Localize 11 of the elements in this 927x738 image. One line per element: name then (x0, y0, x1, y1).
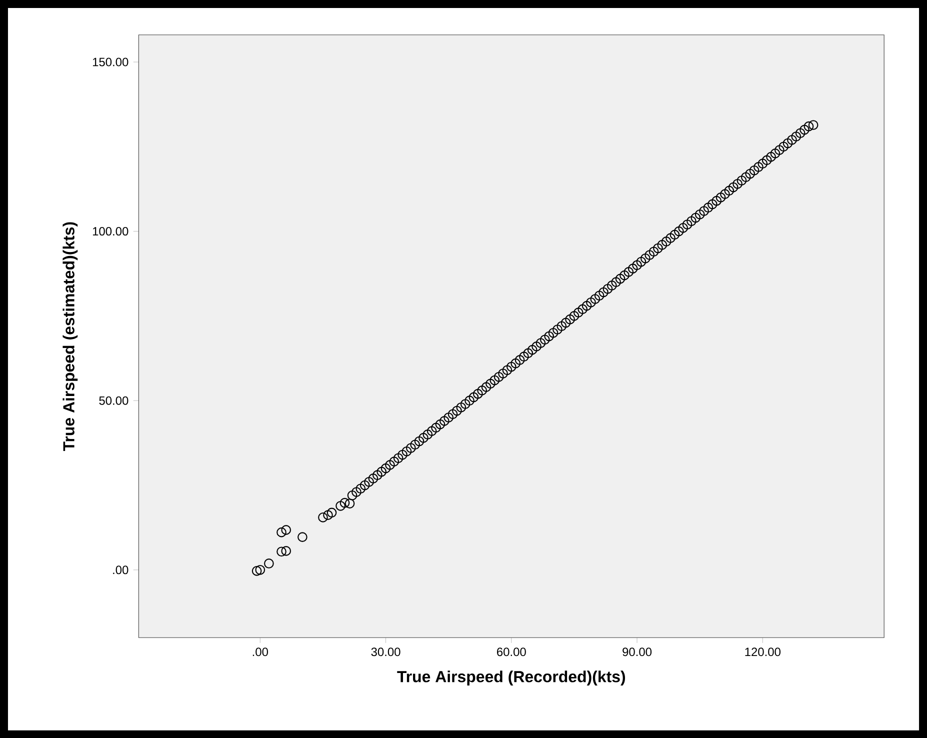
x-tick-label: 60.00 (497, 647, 526, 656)
y-tick-label: .00 (113, 565, 128, 574)
y-tick-label: 150.00 (92, 58, 128, 66)
x-tick-label: 30.00 (371, 647, 400, 656)
y-tick-label: 100.00 (92, 226, 128, 236)
x-axis-title: True Airspeed (Recorded)(kts) (397, 670, 626, 686)
x-tick-label: .00 (252, 647, 268, 656)
y-tick-label: 50.00 (99, 396, 128, 405)
x-tick-label: 120.00 (745, 647, 780, 656)
x-tick-label: 90.00 (622, 647, 652, 656)
y-axis-title: True Airspeed (estimated)(kts) (62, 222, 78, 451)
